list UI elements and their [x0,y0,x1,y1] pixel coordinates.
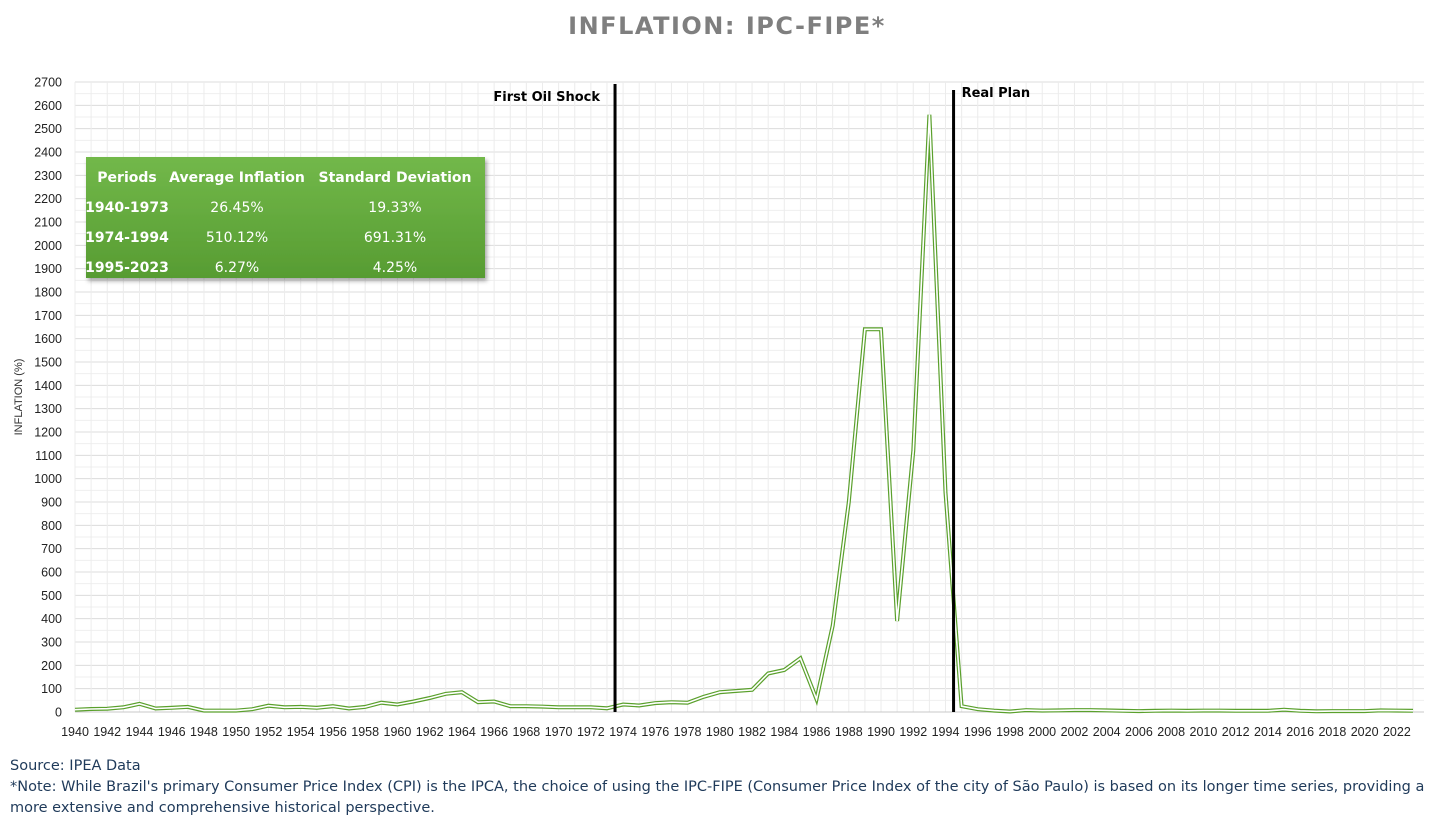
x-tick-label: 1982 [738,725,766,739]
y-tick-label: 2200 [34,192,62,206]
x-tick-label: 2008 [1157,725,1185,739]
x-tick-label: 1986 [803,725,831,739]
x-tick-label: 1946 [158,725,186,739]
y-tick-label: 700 [41,542,62,556]
y-tick-label: 1600 [34,332,62,346]
y-tick-label: 2100 [34,216,62,230]
table-row-period: 1974-1994 [85,230,169,246]
y-tick-label: 2600 [34,99,62,113]
x-tick-label: 1970 [545,725,573,739]
period-stats-table: Periods Average Inflation Standard Deviati… [85,157,485,278]
y-tick-label: 2300 [34,169,62,183]
x-tick-label: 2004 [1093,725,1121,739]
y-tick-label: 800 [41,519,62,533]
table-cell: 4.25% [373,260,417,276]
y-axis-label: INFLATION (%) [13,359,25,436]
table-cell: 19.33% [368,200,421,216]
annotation-label: Real Plan [962,86,1031,101]
x-tick-label: 2010 [1190,725,1218,739]
x-tick-label: 1960 [384,725,412,739]
x-tick-label: 2014 [1254,725,1282,739]
x-tick-label: 1992 [899,725,927,739]
x-tick-label: 1958 [351,725,379,739]
table-cell: 691.31% [364,230,426,246]
event-annotations: First Oil Shock Real Plan [493,84,1030,712]
x-tick-label: 1968 [512,725,540,739]
x-tick-label: 1978 [674,725,702,739]
table-cell: 510.12% [206,230,268,246]
y-tick-label: 300 [41,636,62,650]
x-tick-label: 1954 [287,725,315,739]
inflation-chart: INFLATION: IPC-FIPE* INFLATION (%) 0 100 2… [13,12,1424,739]
table-header-cell: Periods [97,170,156,186]
y-tick-label: 2500 [34,122,62,136]
x-tick-label: 1984 [770,725,798,739]
x-tick-label: 1950 [222,725,250,739]
y-tick-label: 2400 [34,146,62,160]
table-header-cell: Standard Deviation [318,170,471,186]
chart-title: INFLATION: IPC-FIPE* [568,12,886,40]
table-cell: 26.45% [210,200,263,216]
y-tick-label: 200 [41,659,62,673]
x-tick-label: 1940 [61,725,89,739]
y-tick-label: 500 [41,589,62,603]
y-tick-label: 1700 [34,309,62,323]
x-tick-label: 1998 [996,725,1024,739]
x-tick-label: 1944 [126,725,154,739]
x-tick-label: 2018 [1318,725,1346,739]
x-tick-label: 1956 [319,725,347,739]
y-tick-label: 1100 [35,449,62,463]
x-tick-label: 1964 [448,725,476,739]
table-cell: 6.27% [215,260,259,276]
x-tick-label: 2002 [1061,725,1089,739]
source-note: Source: IPEA Data [10,758,141,774]
y-tick-label: 1500 [34,356,62,370]
y-tick-label: 2700 [34,76,62,90]
y-tick-label: 1300 [34,402,62,416]
y-tick-label: 1200 [34,426,62,440]
series-line-inner [74,114,1414,713]
x-tick-label: 1988 [835,725,863,739]
table-header-cell: Average Inflation [169,170,305,186]
x-tick-label: 1990 [867,725,895,739]
x-tick-label: 1952 [255,725,283,739]
x-tick-label: 1962 [416,725,444,739]
x-tick-label: 1996 [964,725,992,739]
y-tick-label: 2000 [34,239,62,253]
x-tick-labels: 1940 1942 1944 1946 1948 1950 1952 1954 1956 1958… [61,725,1411,739]
table-row-period: 1995-2023 [85,260,169,276]
y-tick-label: 100 [41,682,62,696]
annotation-label: First Oil Shock [493,90,600,105]
x-tick-label: 2020 [1351,725,1379,739]
y-tick-label: 400 [41,612,62,626]
inflation-series [74,114,1414,714]
table-row-period: 1940-1973 [85,200,169,216]
y-tick-label: 1000 [34,472,62,486]
y-tick-label: 1800 [34,286,62,300]
x-tick-label: 1980 [706,725,734,739]
x-tick-label: 1976 [641,725,669,739]
x-tick-label: 2016 [1286,725,1314,739]
x-tick-label: 2000 [1028,725,1056,739]
x-tick-label: 1972 [577,725,605,739]
table-background [86,157,485,278]
x-tick-label: 1966 [480,725,508,739]
grid-lines [74,81,1424,713]
x-tick-label: 1948 [190,725,218,739]
x-tick-label: 1974 [609,725,637,739]
y-tick-label: 600 [41,566,62,580]
y-tick-label: 1400 [34,379,62,393]
y-tick-label: 0 [55,706,62,720]
x-tick-label: 1942 [93,725,121,739]
x-tick-label: 2012 [1222,725,1250,739]
x-tick-label: 1994 [932,725,960,739]
x-tick-label: 2022 [1383,725,1411,739]
y-tick-labels: 0 100 200 300 400 500 600 700 800 900 1000 1100 1200… [34,76,62,720]
x-tick-label: 2006 [1125,725,1153,739]
footnote: *Note: While Brazil's primary Consumer P… [10,779,1425,816]
y-tick-label: 900 [41,496,62,510]
y-tick-label: 1900 [34,262,62,276]
